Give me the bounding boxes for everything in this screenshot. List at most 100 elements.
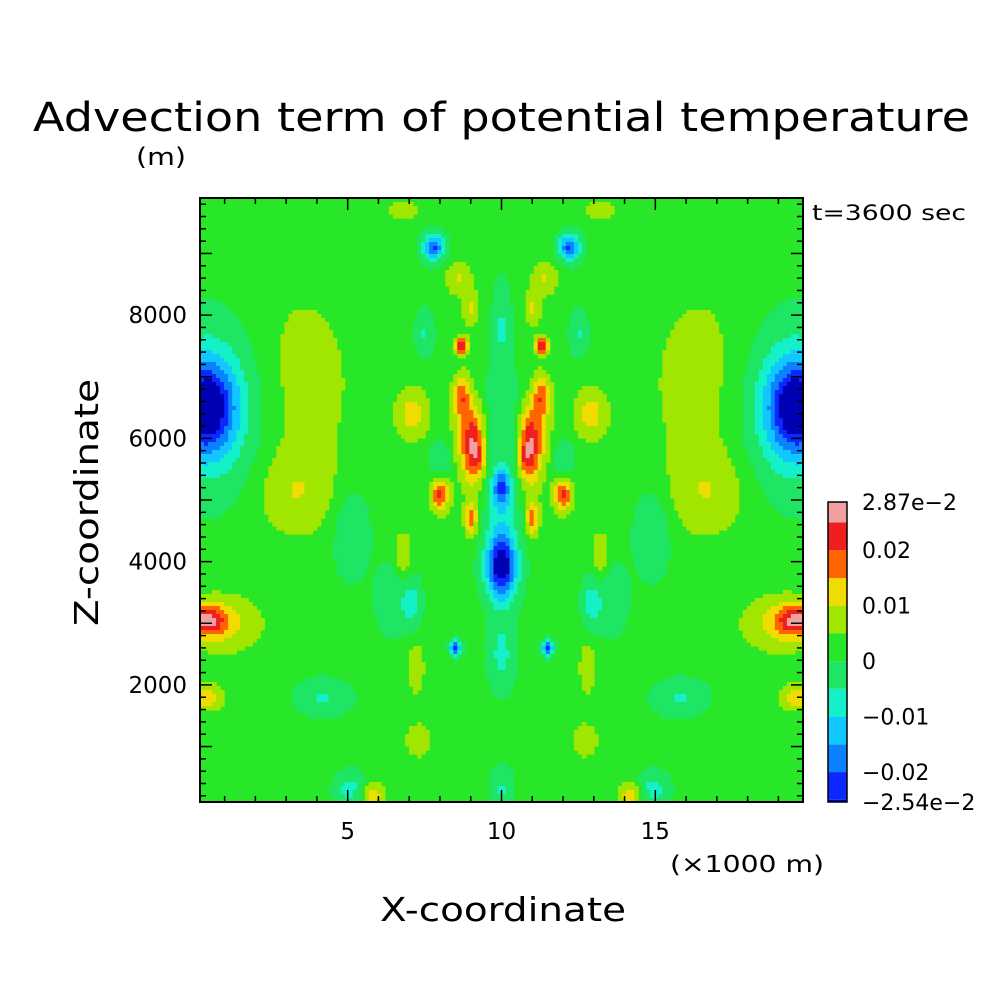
contour-cell: [774, 418, 780, 423]
contour-cell: [786, 386, 792, 391]
contour-cell: [212, 374, 217, 379]
contour-cell: [706, 422, 712, 427]
contour-cell: [686, 422, 692, 427]
contour-cell: [722, 474, 728, 479]
contour-cell: [465, 402, 470, 407]
contour-cell: [304, 506, 310, 511]
contour-cell: [702, 322, 708, 327]
contour-cell: [754, 438, 760, 443]
contour-cell: [280, 526, 286, 531]
contour-cell: [774, 306, 780, 311]
contour-cell: [577, 230, 583, 235]
contour-cell: [718, 342, 724, 347]
contour-cell: [284, 410, 290, 415]
contour-cell: [304, 486, 310, 491]
contour-cell: [541, 286, 547, 291]
contour-cell: [602, 206, 607, 211]
contour-cell: [509, 374, 515, 379]
contour-cell: [489, 442, 495, 447]
contour-cell: [678, 458, 683, 463]
contour-cell: [356, 518, 362, 523]
contour-cell: [762, 474, 768, 479]
contour-cell: [678, 318, 683, 323]
contour-cell: [236, 486, 241, 491]
contour-cell: [682, 506, 688, 511]
contour-cell: [445, 494, 450, 499]
contour-cell: [501, 390, 507, 395]
contour-cell: [541, 338, 547, 343]
contour-cell: [702, 326, 708, 331]
contour-cell: [794, 318, 800, 323]
contour-cell: [581, 314, 587, 319]
contour-cell: [360, 510, 366, 515]
contour-cell: [513, 538, 519, 543]
contour-cell: [437, 230, 442, 235]
contour-cell: [794, 458, 800, 463]
contour-cell: [525, 494, 531, 499]
contour-cell: [204, 446, 209, 451]
contour-cell: [409, 418, 414, 423]
contour-cell: [465, 374, 470, 379]
contour-cell: [662, 350, 667, 355]
contour-cell: [678, 350, 683, 355]
contour-cell: [304, 346, 310, 351]
contour-cell: [553, 478, 559, 483]
contour-cell: [228, 438, 233, 443]
contour-cell: [352, 526, 358, 531]
contour-cell: [569, 266, 575, 271]
contour-cell: [537, 450, 543, 455]
contour-cell: [336, 414, 342, 419]
contour-cell: [224, 382, 229, 387]
contour-cell: [308, 514, 314, 519]
contour-cell: [569, 258, 575, 263]
contour-cell: [244, 462, 249, 467]
contour-cell: [541, 426, 547, 431]
contour-cell: [694, 386, 700, 391]
contour-cell: [577, 318, 583, 323]
contour-cell: [204, 310, 209, 315]
contour-cell: [513, 398, 519, 403]
contour-cell: [348, 538, 354, 543]
contour-cell: [778, 446, 784, 451]
contour-cell: [537, 474, 543, 479]
contour-cell: [236, 442, 241, 447]
contour-cell: [292, 330, 298, 335]
contour-cell: [501, 298, 507, 303]
contour-cell: [694, 366, 700, 371]
contour-cell: [770, 362, 776, 367]
contour-cell: [244, 410, 249, 415]
contour-cell: [569, 326, 575, 331]
contour-cell: [481, 514, 487, 519]
contour-cell: [461, 422, 466, 427]
contour-cell: [710, 514, 716, 519]
contour-cell: [264, 510, 269, 515]
contour-cell: [284, 498, 290, 503]
contour-cell: [308, 338, 314, 343]
contour-cell: [445, 478, 450, 483]
contour-cell: [545, 342, 551, 347]
contour-cell: [786, 318, 792, 323]
contour-cell: [465, 370, 470, 375]
contour-cell: [509, 306, 515, 311]
contour-cell: [529, 274, 535, 279]
contour-cell: [328, 406, 334, 411]
contour-cell: [413, 342, 418, 347]
contour-cell: [332, 366, 338, 371]
contour-cell: [489, 342, 495, 347]
contour-cell: [228, 490, 233, 495]
contour-cell: [541, 378, 547, 383]
contour-cell: [758, 426, 764, 431]
contour-cell: [798, 434, 803, 439]
contour-cell: [573, 250, 579, 255]
contour-cell: [597, 202, 603, 207]
contour-cell: [497, 342, 503, 347]
contour-cell: [565, 458, 571, 463]
contour-cell: [208, 454, 213, 459]
contour-cell: [710, 366, 716, 371]
contour-cell: [557, 490, 563, 495]
contour-cell: [525, 450, 531, 455]
contour-cell: [545, 270, 551, 275]
contour-cell: [368, 542, 374, 547]
contour-cell: [694, 402, 700, 407]
contour-cell: [288, 358, 294, 363]
